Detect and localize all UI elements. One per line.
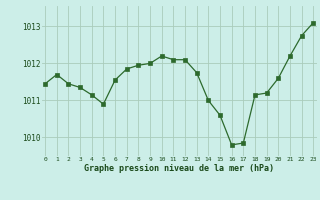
- X-axis label: Graphe pression niveau de la mer (hPa): Graphe pression niveau de la mer (hPa): [84, 164, 274, 173]
